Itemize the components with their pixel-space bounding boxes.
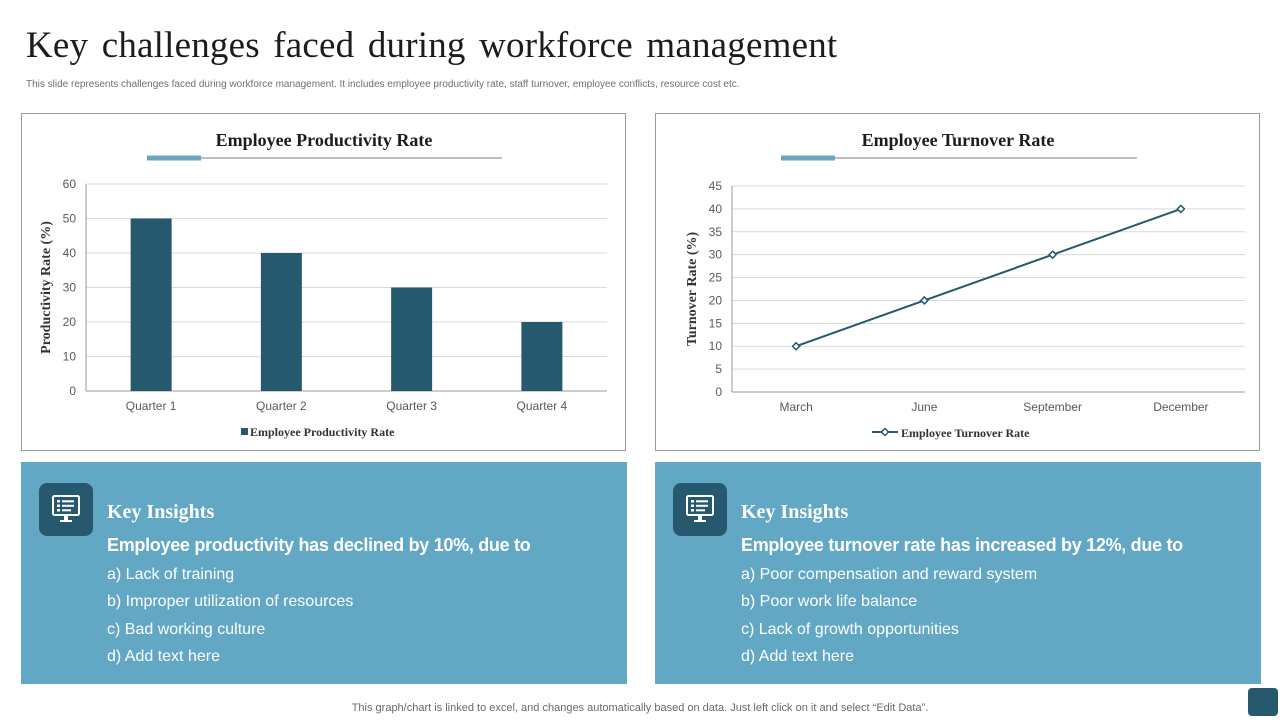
turnover-chart-panel[interactable]: Employee Turnover Rate 0 5 10 15 20 25 30 35 40 45… <box>655 113 1260 451</box>
y-tick-label: 5 <box>715 362 722 376</box>
series-line <box>795 207 1182 348</box>
y-tick-label: 0 <box>715 385 722 399</box>
y-tick-label: 10 <box>63 350 77 364</box>
footer-note: This graph/chart is linked to excel, and… <box>351 702 929 714</box>
list-item: c) Bad working culture <box>107 620 266 638</box>
legend-swatch <box>241 428 248 435</box>
list-item: a) Poor compensation and reward system <box>741 566 1038 583</box>
y-tick-label: 35 <box>709 225 723 239</box>
insight-lead: Employee turnover rate has increased by … <box>741 535 1183 555</box>
bar <box>521 322 563 391</box>
insight-lead: Employee productivity has declined by 10… <box>107 535 531 555</box>
legend-label: Employee Turnover Rate <box>901 426 1030 440</box>
monitor-checklist-icon <box>673 483 727 536</box>
y-tick-label: 30 <box>709 248 723 262</box>
page-subtitle: This slide represents challenges faced d… <box>26 79 740 90</box>
y-tick-label: 10 <box>709 339 723 353</box>
list-item: b) Poor work life balance <box>741 593 918 611</box>
y-tick-label: 20 <box>63 315 77 329</box>
productivity-chart-panel[interactable]: Employee Productivity Rate 0 10 20 30 40 50 60 P… <box>21 113 626 451</box>
x-tick-label: September <box>1023 400 1082 414</box>
list-item: d) Add text here <box>741 647 854 665</box>
corner-badge <box>1248 688 1278 716</box>
list-item: d) Add text here <box>107 647 220 665</box>
productivity-insight-panel: Key Insights Employee productivity has d… <box>21 462 627 684</box>
productivity-bar-chart: Employee Productivity Rate 0 10 20 30 40 50 60 P… <box>39 130 607 439</box>
monitor-checklist-icon <box>39 483 93 536</box>
y-tick-label: 40 <box>63 246 77 260</box>
title-underline-accent <box>781 155 835 161</box>
turnover-insight-panel: Key Insights Employee turnover rate has … <box>655 462 1261 684</box>
y-tick-label: 60 <box>63 177 77 191</box>
list-item: a) Lack of training <box>107 566 235 583</box>
x-tick-label: Quarter 1 <box>126 399 177 413</box>
y-tick-label: 40 <box>709 202 723 216</box>
bar <box>130 218 172 391</box>
y-tick-label: 25 <box>709 271 723 285</box>
y-axis-title: Turnover Rate (%) <box>685 232 700 347</box>
list-item: c) Lack of growth opportunities <box>741 620 959 638</box>
bar <box>391 287 433 391</box>
insight-reasons-list: a) Poor compensation and reward system b… <box>741 565 1037 674</box>
x-tick-label: December <box>1153 400 1208 414</box>
legend-marker <box>880 427 890 437</box>
y-tick-label: 45 <box>709 179 723 193</box>
chart-title: Employee Turnover Rate <box>862 130 1055 150</box>
insight-heading: Key Insights <box>741 501 849 523</box>
chart-title: Employee Productivity Rate <box>216 130 433 150</box>
page-title: Key challenges faced during workforce ma… <box>26 25 838 66</box>
insight-heading: Key Insights <box>107 501 215 523</box>
data-point <box>791 341 801 351</box>
bar <box>260 253 302 391</box>
y-tick-label: 15 <box>709 316 723 330</box>
title-underline-accent <box>147 155 201 161</box>
y-tick-label: 0 <box>69 384 76 398</box>
x-tick-label: Quarter 2 <box>256 399 307 413</box>
y-axis-title: Productivity Rate (%) <box>39 221 54 354</box>
x-tick-label: March <box>779 400 812 414</box>
data-point <box>1176 204 1186 214</box>
insight-reasons-list: a) Lack of training b) Improper utilizat… <box>107 565 353 674</box>
x-tick-label: June <box>911 400 937 414</box>
legend-label: Employee Productivity Rate <box>250 425 395 439</box>
y-tick-label: 50 <box>63 212 77 226</box>
turnover-line-chart: Employee Turnover Rate 0 5 10 15 20 25 30 35 40 45… <box>685 130 1245 440</box>
x-tick-label: Quarter 4 <box>517 399 568 413</box>
data-point <box>919 295 929 306</box>
data-point <box>1048 250 1058 260</box>
y-tick-label: 30 <box>63 281 77 295</box>
list-item: b) Improper utilization of resources <box>107 593 354 611</box>
x-tick-label: Quarter 3 <box>386 399 437 413</box>
y-tick-label: 20 <box>709 293 723 307</box>
